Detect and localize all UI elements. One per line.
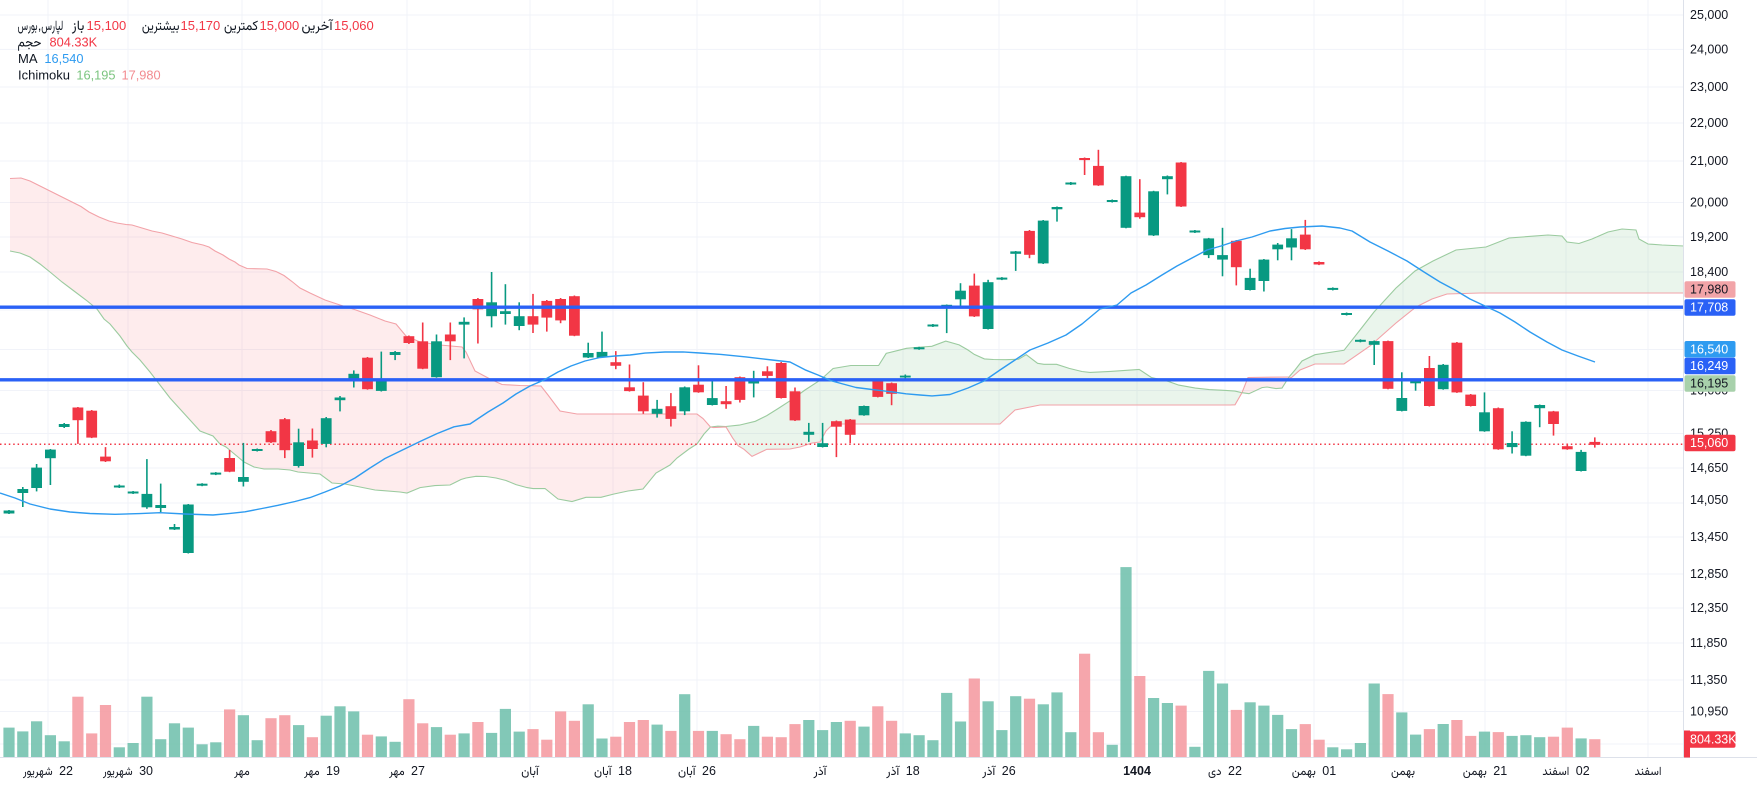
svg-text:22,000: 22,000 — [1690, 116, 1728, 130]
svg-text:15,100: 15,100 — [87, 18, 127, 33]
svg-text:19: 19 — [326, 764, 340, 778]
svg-text:MA: MA — [18, 51, 38, 66]
svg-text:18: 18 — [906, 764, 920, 778]
svg-text:23,000: 23,000 — [1690, 80, 1728, 94]
svg-text:19,200: 19,200 — [1690, 230, 1728, 244]
svg-text:14,050: 14,050 — [1690, 493, 1728, 507]
svg-text:16,195: 16,195 — [1690, 377, 1728, 391]
svg-text:27: 27 — [411, 764, 425, 778]
svg-text:26: 26 — [702, 764, 716, 778]
svg-text:11,350: 11,350 — [1690, 673, 1727, 687]
svg-text:1404: 1404 — [1123, 764, 1151, 778]
svg-text:17,708: 17,708 — [1690, 301, 1728, 315]
svg-text:22: 22 — [59, 764, 73, 778]
svg-text:16,540: 16,540 — [44, 51, 83, 66]
svg-text:15,000: 15,000 — [260, 18, 300, 33]
svg-text:18,400: 18,400 — [1690, 265, 1728, 279]
svg-text:15,060: 15,060 — [334, 18, 374, 33]
svg-text:25,000: 25,000 — [1690, 8, 1728, 22]
svg-text:15,060: 15,060 — [1690, 436, 1728, 450]
svg-text:17,980: 17,980 — [1690, 283, 1728, 297]
svg-text:16,540: 16,540 — [1690, 342, 1728, 356]
svg-text:11,850: 11,850 — [1690, 636, 1727, 650]
svg-text:18: 18 — [618, 764, 632, 778]
svg-text:16,195: 16,195 — [76, 68, 115, 83]
svg-text:17,980: 17,980 — [122, 68, 161, 83]
svg-text:16,249: 16,249 — [1690, 359, 1728, 373]
svg-text:30: 30 — [139, 764, 153, 778]
svg-text:13,450: 13,450 — [1690, 530, 1728, 544]
svg-text:21,000: 21,000 — [1690, 154, 1728, 168]
svg-text:12,350: 12,350 — [1690, 601, 1728, 615]
svg-text:12,850: 12,850 — [1690, 567, 1728, 581]
svg-text:21: 21 — [1493, 764, 1507, 778]
svg-text:20,000: 20,000 — [1690, 196, 1728, 210]
svg-text:02: 02 — [1576, 764, 1590, 778]
svg-text:22: 22 — [1228, 764, 1242, 778]
svg-text:01: 01 — [1322, 764, 1336, 778]
svg-text:24,000: 24,000 — [1690, 43, 1728, 57]
svg-text:804.33K: 804.33K — [50, 35, 98, 50]
svg-text:804.33K: 804.33K — [1690, 733, 1737, 747]
svg-text:26: 26 — [1002, 764, 1016, 778]
svg-text:Ichimoku: Ichimoku — [18, 68, 70, 83]
svg-text:,: , — [38, 18, 42, 33]
svg-text:10,950: 10,950 — [1690, 705, 1728, 719]
svg-text:15,170: 15,170 — [181, 18, 221, 33]
svg-text:14,650: 14,650 — [1690, 461, 1728, 475]
